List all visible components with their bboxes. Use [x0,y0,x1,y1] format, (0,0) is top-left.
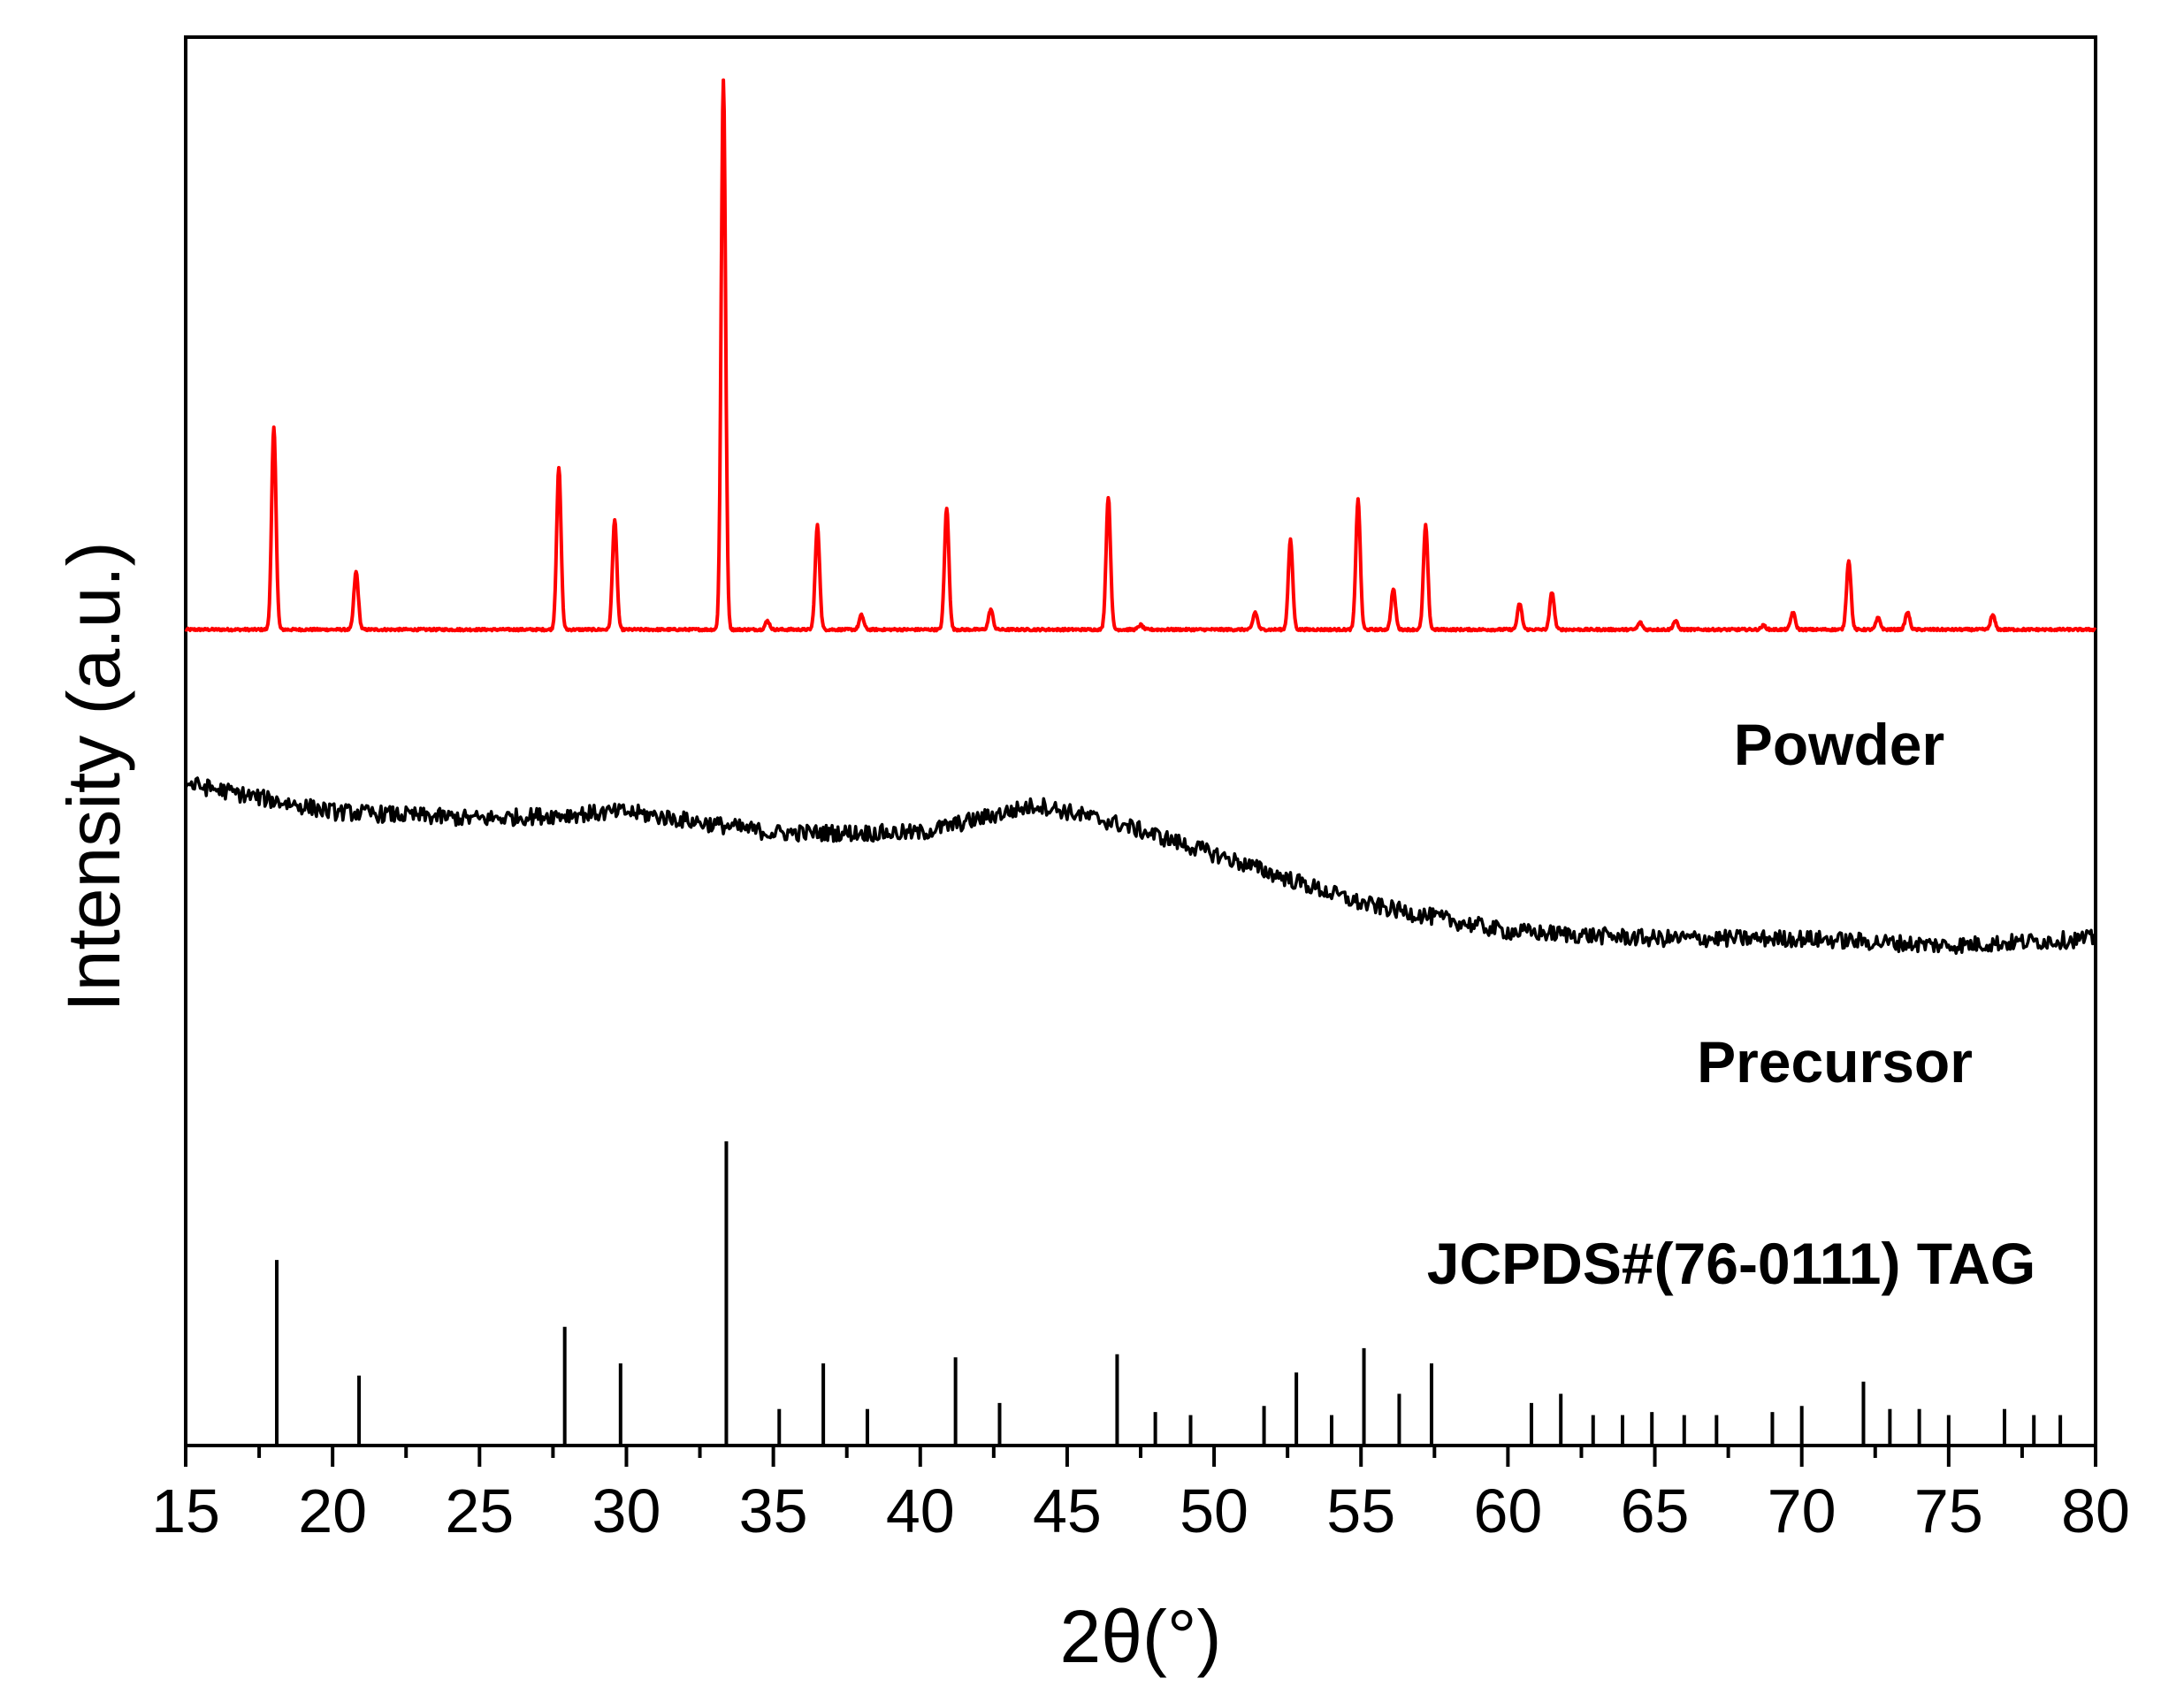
x-tick-label: 35 [739,1476,808,1545]
series-label-jcpds: JCPDS#(76-0111) TAG [1427,1231,2035,1296]
series-label-precursor: Precursor [1697,1029,1973,1095]
x-tick-label: 15 [151,1476,220,1545]
powder-series-line [184,78,2097,633]
x-tick-label: 80 [2061,1476,2130,1545]
x-tick-label: 65 [1621,1476,1690,1545]
x-tick-label: 30 [592,1476,661,1545]
x-tick-label: 75 [1914,1476,1983,1545]
x-tick-label: 25 [445,1476,514,1545]
x-tick-label: 45 [1033,1476,1102,1545]
precursor-series-line [184,776,2097,956]
series-labels: Powder Precursor JCPDS#(76-0111) TAG [1427,712,2035,1296]
series-label-powder: Powder [1734,712,1944,777]
x-tick-label: 70 [1768,1476,1837,1545]
x-tick-label: 40 [886,1476,955,1545]
x-tick-label: 55 [1326,1476,1395,1545]
x-tick-label: 60 [1473,1476,1542,1545]
x-tick-label: 20 [298,1476,367,1545]
x-tick-label: 50 [1180,1476,1249,1545]
x-axis-title: 2θ(°) [1060,1595,1222,1678]
y-axis-title: Intensity (a.u.) [52,541,135,1011]
series-layer [184,78,2097,1446]
x-axis-ticks: 15 20 25 30 35 40 45 50 55 60 65 70 75 80 [151,1446,2130,1545]
